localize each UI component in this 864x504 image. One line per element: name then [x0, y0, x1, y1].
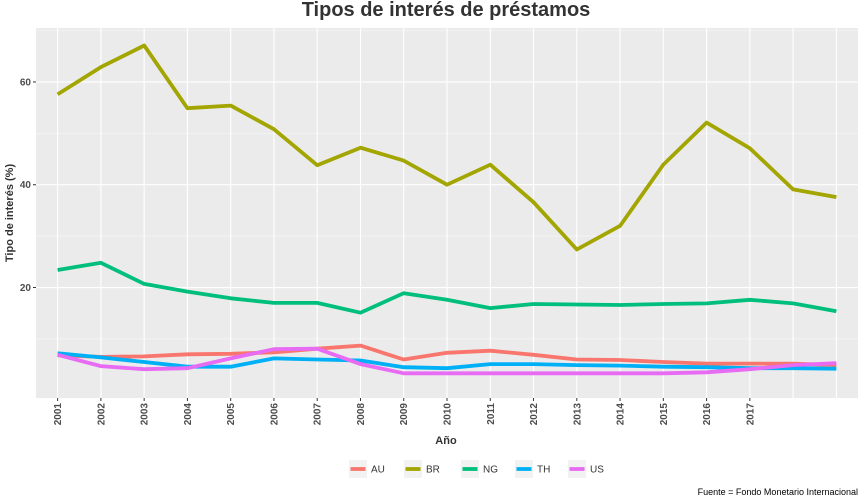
- chart-title: Tipos de interés de préstamos: [302, 0, 591, 21]
- legend-item-br: BR: [404, 460, 440, 478]
- x-tick-label: 2008: [356, 403, 367, 426]
- legend-label: TH: [537, 465, 550, 476]
- y-axis-ticks: 20 40 60: [20, 77, 36, 294]
- legend-item-th: TH: [515, 460, 550, 478]
- x-tick-label: 2014: [616, 403, 627, 426]
- x-tick-label: 2012: [529, 403, 540, 426]
- y-axis-title: Tipo de interés (%): [4, 164, 16, 263]
- x-tick-label: 2004: [183, 403, 194, 426]
- legend: AU BR NG TH US: [349, 460, 604, 478]
- chart-caption: Fuente = Fondo Monetario Internacional: [698, 487, 858, 497]
- legend-label: NG: [483, 465, 498, 476]
- x-tick-label: 2017: [745, 403, 756, 426]
- y-tick-label: 60: [20, 77, 32, 88]
- x-axis-ticks: 2001 2002 2003 2004 2005 2006 2007 2008 2009 2010…: [53, 398, 756, 425]
- series-line-us: [57, 346, 837, 376]
- series-line-br: [56, 43, 837, 252]
- y-tick-label: 20: [20, 283, 32, 294]
- x-axis-title: Año: [435, 435, 457, 447]
- x-tick-label: 2009: [399, 403, 410, 426]
- x-tick-label: 2005: [226, 403, 237, 426]
- legend-item-us: US: [568, 460, 604, 478]
- x-tick-label: 2007: [313, 403, 324, 426]
- x-tick-label: 2016: [702, 403, 713, 426]
- y-tick-label: 40: [20, 180, 32, 191]
- legend-item-ng: NG: [461, 460, 498, 478]
- x-tick-label: 2003: [140, 403, 151, 426]
- x-tick-label: 2011: [486, 403, 497, 425]
- x-tick-label: 2001: [53, 403, 64, 426]
- legend-label: BR: [426, 465, 440, 476]
- series-line-ng: [57, 260, 837, 315]
- legend-label: AU: [371, 465, 385, 476]
- x-tick-label: 2013: [572, 403, 583, 426]
- x-tick-label: 2006: [269, 403, 280, 426]
- legend-label: US: [590, 465, 604, 476]
- series-line-au: [57, 343, 837, 367]
- x-tick-label: 2010: [443, 403, 454, 426]
- legend-item-au: AU: [349, 460, 385, 478]
- series-lines: [56, 43, 837, 376]
- x-tick-label: 2015: [659, 403, 670, 426]
- x-tick-label: 2002: [96, 403, 107, 426]
